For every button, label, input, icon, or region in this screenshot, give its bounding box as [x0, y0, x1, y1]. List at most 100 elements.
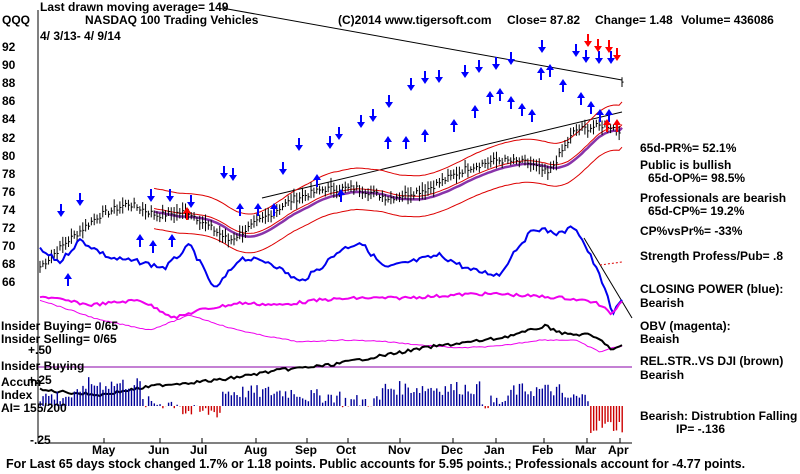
- accum-bar: [130, 389, 133, 406]
- accum-bar: [213, 406, 215, 413]
- accum-bar: [310, 390, 312, 406]
- accum-bar: [390, 388, 392, 406]
- plus-25-label: +.25: [28, 373, 52, 387]
- buy-arrow: [486, 91, 494, 104]
- accum-bar: [564, 397, 566, 406]
- upper-band-line: [153, 101, 623, 215]
- cp-trendline: [583, 237, 633, 319]
- accum-bar: [578, 397, 581, 406]
- accum-bar: [379, 399, 381, 406]
- plus-50-label: +.50: [28, 343, 52, 357]
- month-label: Aug: [244, 443, 268, 457]
- sell-arrow: [584, 34, 592, 47]
- accum-bar: [584, 394, 586, 406]
- accum-bar: [239, 396, 241, 406]
- accum-bar: [610, 406, 612, 423]
- sell-arrow: [605, 40, 613, 53]
- minus-25-label: -.25: [30, 433, 51, 447]
- month-label: May: [92, 443, 116, 457]
- accum-bar: [76, 389, 78, 406]
- strength-ratio: Strength Profess/Pub= .8: [640, 249, 784, 263]
- index-label: Index: [1, 388, 33, 402]
- accum-bar: [490, 395, 492, 406]
- sell-arrow: [407, 78, 415, 91]
- accum-bar: [461, 394, 464, 406]
- public-status: Public is bullish: [640, 158, 732, 172]
- month-label: Jan: [484, 443, 505, 457]
- accum-bar: [376, 396, 378, 406]
- accum-bar: [387, 389, 389, 406]
- cp-vs-pr: CP%vsPr%= -33%: [640, 224, 743, 238]
- sell-arrow: [475, 60, 483, 73]
- y-tick-label: 68: [2, 257, 16, 272]
- buy-arrow: [168, 234, 176, 247]
- accum-bar: [219, 406, 221, 413]
- accum-bar: [150, 400, 153, 406]
- sell-arrow: [385, 95, 393, 108]
- accum-bar: [290, 389, 292, 406]
- sell-arrow: [76, 193, 84, 206]
- op-percent: 65d-OP%= 98.5%: [648, 171, 746, 185]
- ip-value: IP= -.136: [676, 422, 726, 436]
- buy-arrow: [528, 109, 536, 122]
- relstr-status: Bearish: [640, 368, 685, 382]
- accum-bar: [501, 402, 504, 406]
- accum-bar: [481, 404, 484, 406]
- trend-lines: [221, 7, 633, 319]
- accum-bar: [147, 396, 150, 406]
- accum-bar: [553, 395, 555, 406]
- sell-arrow: [435, 70, 443, 83]
- accum-bar: [170, 401, 173, 406]
- accum-bar: [433, 390, 435, 406]
- accum-bar: [373, 398, 375, 406]
- sell-arrow: [295, 138, 303, 151]
- accum-bar: [555, 386, 558, 406]
- chart-title: NASDAQ 100 Trading Vehicles: [85, 13, 259, 27]
- accum-bar: [339, 391, 341, 406]
- accum-bar: [581, 394, 583, 406]
- accum-bar: [256, 385, 258, 406]
- accum-bar: [324, 400, 327, 406]
- accum-bar: [487, 406, 489, 409]
- accum-bar: [153, 403, 156, 406]
- y-tick-label: 74: [2, 202, 16, 217]
- footer-summary: For Last 65 days stock changed 1.7% or 1…: [6, 457, 746, 471]
- accum-bar: [45, 393, 47, 406]
- accum-bar: [73, 391, 76, 406]
- accum-bar: [535, 387, 538, 406]
- buy-arrow: [577, 92, 585, 105]
- month-label: Mar: [575, 443, 597, 457]
- accum-bar: [82, 385, 84, 406]
- accum-bar: [222, 391, 224, 406]
- accum-bar: [116, 383, 118, 406]
- accum-bar: [227, 391, 230, 406]
- accum-bar: [384, 383, 387, 406]
- accum-bar: [90, 384, 93, 406]
- insider-selling-count: Insider Selling= 0/65: [1, 332, 117, 346]
- red-up-arrow: [603, 119, 611, 132]
- y-tick-label: 88: [2, 76, 16, 91]
- accum-bar: [56, 391, 59, 406]
- month-label: Dec: [441, 443, 464, 457]
- accum-bar: [558, 384, 561, 406]
- accum-bar: [398, 381, 401, 406]
- accum-bar: [538, 388, 541, 406]
- accum-bar: [590, 406, 592, 433]
- accum-bar: [270, 395, 272, 406]
- red-up-arrow: [613, 119, 621, 132]
- y-tick-label: 72: [2, 221, 16, 235]
- y-tick-label: 86: [2, 94, 16, 109]
- accum-bar: [142, 399, 144, 406]
- sell-arrow: [607, 51, 615, 64]
- accum-bar: [48, 395, 50, 406]
- accum-bar: [59, 401, 61, 406]
- month-label: Jun: [148, 443, 170, 457]
- accum-bar: [587, 401, 589, 406]
- accum-bar: [612, 406, 615, 431]
- volume-value: Volume= 436086: [681, 13, 774, 27]
- accum-bar: [615, 406, 618, 431]
- accum-bar: [567, 397, 569, 406]
- accum-bar: [493, 402, 495, 406]
- accum-bar: [341, 406, 344, 408]
